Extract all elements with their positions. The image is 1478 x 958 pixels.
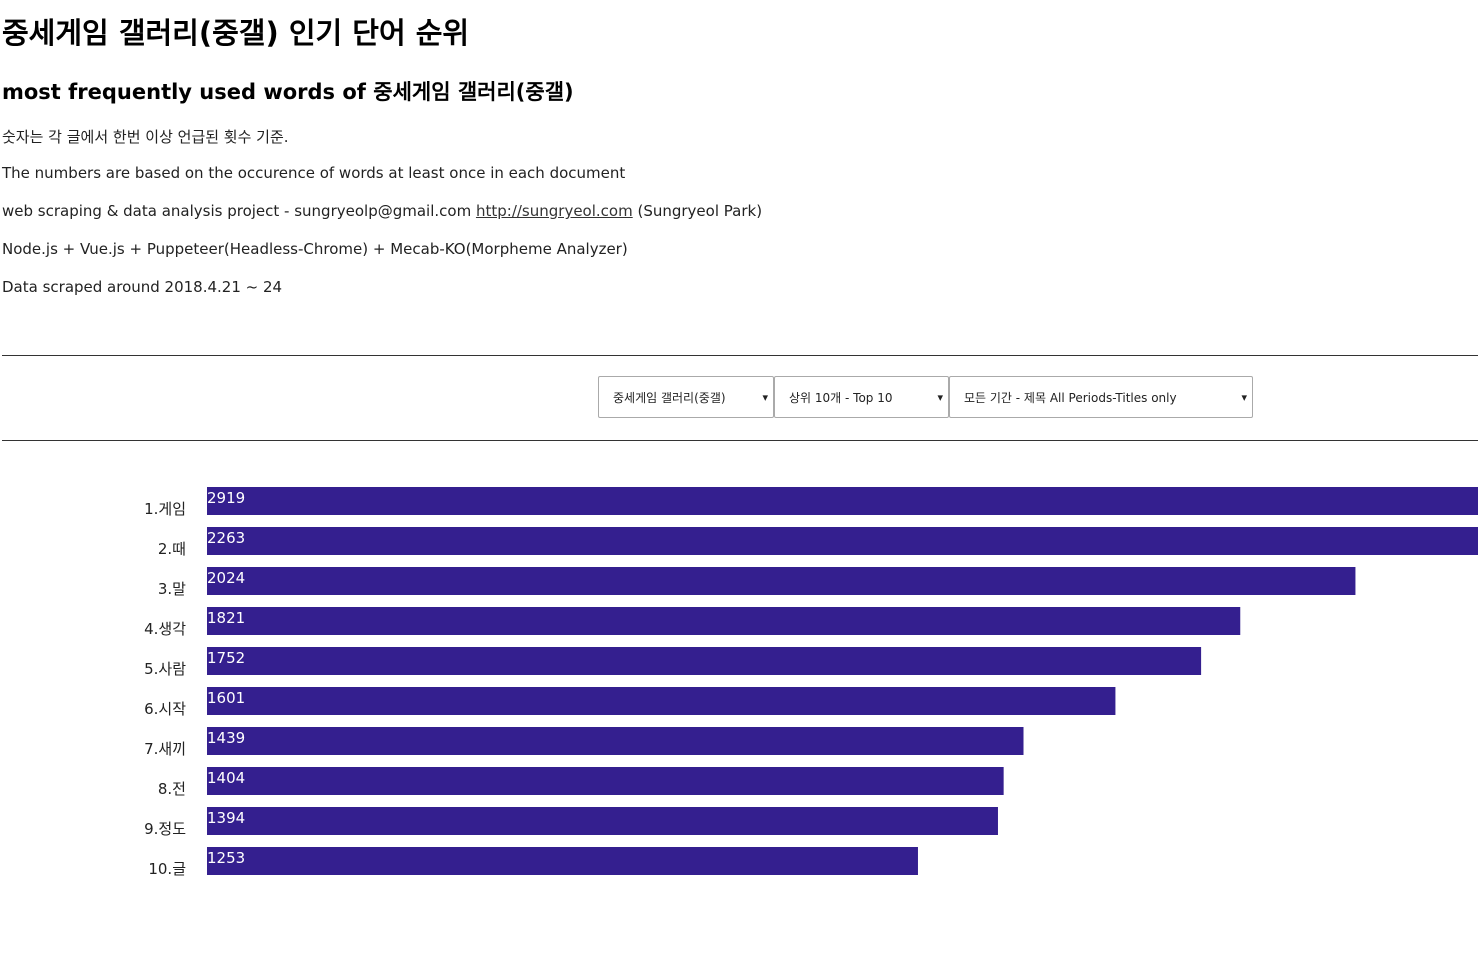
period-select[interactable]: 모든 기간 - 제목 All Periods-Titles only	[949, 376, 1253, 419]
tech-stack: Node.js + Vue.js + Puppeteer(Headless-Ch…	[2, 240, 628, 258]
homepage-link[interactable]: http://sungryeol.com	[475, 202, 633, 220]
divider	[2, 355, 1478, 356]
bar	[207, 647, 1202, 675]
value-label: 1404	[207, 769, 245, 787]
category-label: 4.생각	[144, 620, 186, 638]
bar	[207, 607, 1241, 635]
value-label: 1601	[207, 689, 245, 707]
bar	[207, 527, 1478, 555]
value-label: 2024	[207, 569, 245, 587]
value-label: 2263	[207, 529, 245, 547]
page-subtitle: most frequently used words of 중세게임 갤러리(중…	[2, 80, 574, 104]
bar	[207, 807, 998, 835]
category-label: 7.새끼	[144, 740, 186, 758]
value-label: 1752	[207, 649, 245, 667]
gallery-select[interactable]: 중세게임 갤러리(중갤)	[598, 376, 774, 419]
credit-text: web scraping & data analysis project - s…	[2, 202, 472, 220]
category-label: 9.정도	[144, 820, 186, 838]
bar	[207, 727, 1024, 755]
category-label: 1.게임	[144, 500, 186, 518]
chart: 1.게임 2919 2.때 2263 3.말 2024 4.생각 1821 5.사람 1752 6.…	[144, 487, 1478, 878]
credit-author: (Sungryeol Park)	[637, 202, 763, 220]
value-label: 1394	[207, 809, 245, 827]
bar	[207, 687, 1116, 715]
top-n-select[interactable]: 상위 10개 - Top 10	[774, 376, 949, 419]
category-label: 10.글	[148, 860, 186, 878]
category-label: 8.전	[158, 780, 186, 798]
bar	[207, 487, 1478, 515]
page-title: 중세게임 갤러리(중갤) 인기 단어 순위	[2, 16, 470, 50]
note: 숫자는 각 글에서 한번 이상 언급된 횟수 기준.	[2, 128, 289, 146]
category-label: 3.말	[158, 580, 186, 598]
category-label: 6.시작	[144, 700, 186, 718]
value-label: 1253	[207, 849, 245, 867]
divider	[2, 440, 1478, 441]
category-label: 5.사람	[144, 660, 186, 678]
bar	[207, 567, 1356, 595]
bar	[207, 767, 1004, 795]
value-label: 1821	[207, 609, 245, 627]
scrape-date: Data scraped around 2018.4.21 ~ 24	[2, 278, 283, 296]
value-label: 2919	[207, 489, 245, 507]
bar	[207, 847, 918, 875]
value-label: 1439	[207, 729, 245, 747]
credit: web scraping & data analysis project - s…	[2, 202, 762, 220]
note: The numbers are based on the occurence o…	[2, 164, 626, 182]
category-label: 2.때	[158, 540, 186, 558]
